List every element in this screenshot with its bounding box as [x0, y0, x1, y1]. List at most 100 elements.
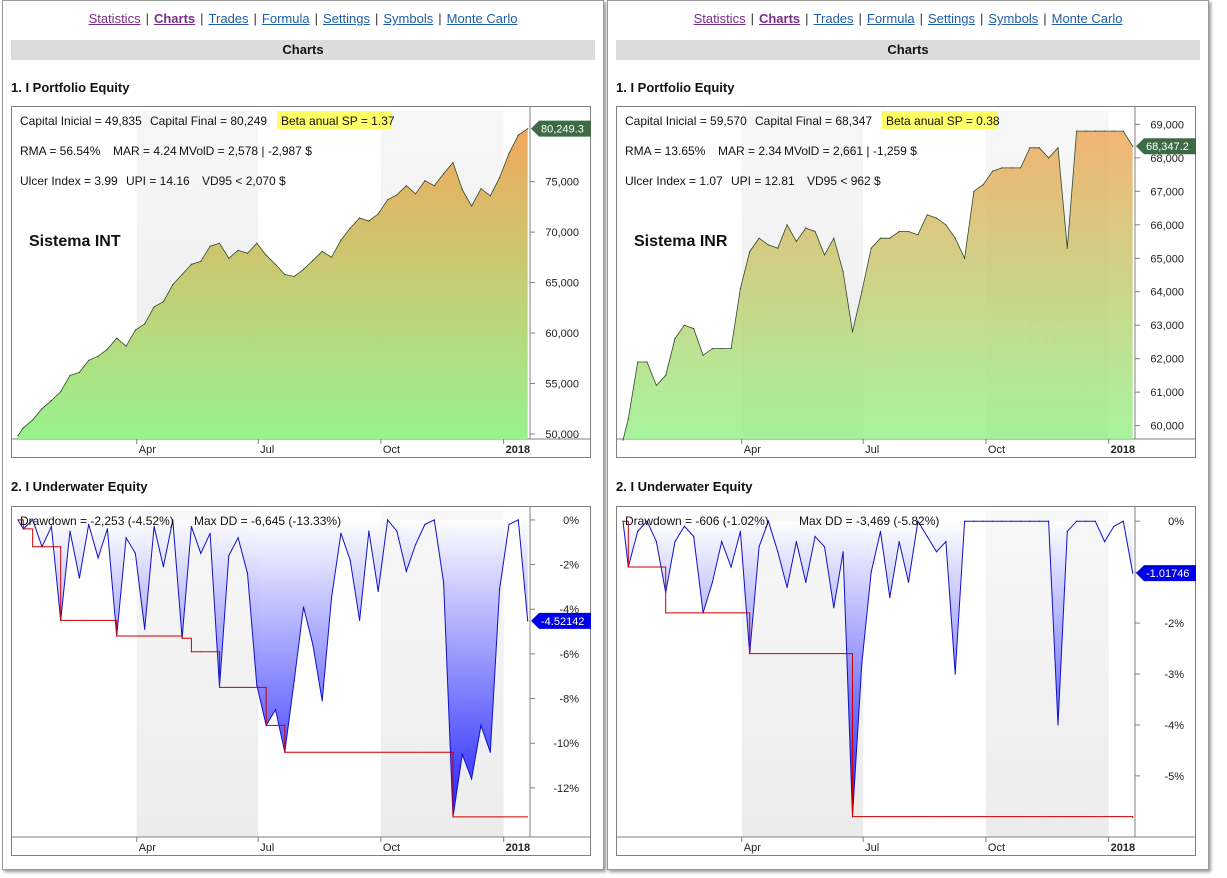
equity-point — [805, 227, 807, 229]
max-dd-point — [41, 546, 43, 548]
underwater-line — [622, 519, 1134, 817]
underwater-point — [153, 526, 155, 528]
equity-point — [172, 284, 174, 286]
max-dd-point — [637, 566, 639, 568]
underwater-point — [674, 541, 676, 543]
x-tick-label: Oct — [988, 842, 1005, 854]
equity-point — [823, 254, 826, 256]
underwater-point — [97, 557, 99, 559]
equity-point — [359, 217, 361, 219]
equity-point — [153, 306, 155, 308]
stat-capital-final: Capital Final = 68,347 — [755, 114, 872, 128]
last-value-marker — [1136, 138, 1196, 155]
beta-highlight — [277, 111, 392, 129]
equity-point — [730, 348, 732, 350]
underwater-point — [125, 537, 127, 539]
nav-settings[interactable]: Settings — [323, 11, 370, 26]
max-dd-point — [172, 635, 174, 637]
stat-beta: Beta anual SP = 0.38 — [886, 114, 1000, 128]
equity-point — [861, 291, 863, 293]
nav-monte-carlo[interactable]: Monte Carlo — [446, 11, 518, 26]
equity-point — [842, 271, 844, 273]
max-dd-point — [340, 751, 342, 753]
underwater-point — [433, 519, 435, 521]
underwater-point — [982, 520, 984, 522]
section-header: Charts — [616, 40, 1200, 60]
equity-points — [622, 130, 1134, 441]
y-tick-label: 60,000 — [1150, 421, 1184, 433]
nav-symbols[interactable]: Symbols — [383, 11, 434, 26]
left-panel: Statistics | Charts | Trades | Formula | Setting… — [2, 0, 604, 870]
equity-point — [1132, 145, 1134, 147]
equity-line — [17, 128, 528, 436]
equity-point — [480, 188, 482, 190]
underwater-point — [32, 519, 34, 521]
equity-section-title: 1. I Portfolio Equity — [616, 80, 735, 95]
max-dd-point — [452, 816, 454, 818]
equity-point — [424, 180, 426, 182]
nav-formula[interactable]: Formula — [261, 11, 310, 26]
max-dd-point — [1029, 816, 1031, 818]
underwater-point — [795, 541, 797, 543]
underwater-point — [693, 535, 695, 538]
nav-charts[interactable]: Charts — [153, 11, 196, 26]
stat-vd95: VD95 < 962 $ — [807, 174, 881, 188]
nav-trades[interactable]: Trades — [208, 11, 249, 26]
underwater-point — [274, 709, 277, 711]
system-label: Sistema INT — [29, 233, 121, 250]
underwater-point — [730, 566, 732, 568]
max-dd-point — [527, 816, 529, 818]
max-dd-point — [655, 566, 657, 568]
y-tick-label: 50,000 — [545, 429, 579, 441]
max-dd-point — [312, 751, 314, 753]
x-tick-label: Jul — [865, 444, 879, 456]
underwater-point — [461, 753, 463, 755]
stat-mvold: MVolD = 2,578 | -2,987 $ — [179, 144, 312, 158]
max-dd-point — [992, 816, 994, 818]
max-dd-point — [303, 751, 304, 753]
nav-statistics[interactable]: Statistics — [693, 11, 746, 26]
max-dd-point — [284, 751, 286, 753]
nav-trades[interactable]: Trades — [813, 11, 854, 26]
underwater-point — [237, 537, 239, 539]
nav-symbols[interactable]: Symbols — [988, 11, 1039, 26]
max-dd-point — [200, 651, 202, 653]
y-tick-label: 75,000 — [545, 177, 579, 189]
max-dd-point — [368, 751, 370, 753]
equity-point — [646, 361, 648, 363]
underwater-point — [377, 590, 379, 592]
equity-point — [683, 324, 685, 326]
equity-point — [218, 242, 221, 244]
equity-point — [274, 263, 277, 265]
equity-point — [433, 185, 435, 187]
nav-formula[interactable]: Formula — [866, 11, 915, 26]
max-dd-point — [480, 816, 482, 818]
equity-point — [265, 254, 267, 256]
max-dd-point — [387, 751, 389, 753]
equity-point — [517, 134, 519, 136]
max-dd-points — [17, 519, 529, 818]
nav-settings[interactable]: Settings — [928, 11, 975, 26]
x-tick-label: Oct — [383, 444, 400, 456]
max-dd-point — [349, 751, 351, 753]
equity-point — [954, 237, 956, 239]
y-tick-label: -2% — [559, 560, 579, 572]
equity-point — [627, 418, 629, 420]
max-dd-point — [471, 816, 473, 818]
max-dd-point — [144, 635, 146, 637]
y-tick-label: 60,000 — [545, 328, 579, 340]
max-dd-point — [153, 635, 155, 637]
underwater-point — [973, 520, 975, 522]
underwater-point — [777, 551, 779, 553]
y-tick-label: -12% — [553, 783, 579, 795]
equity-point — [330, 256, 333, 258]
max-dd-point — [749, 653, 751, 655]
y-tick-label: -6% — [559, 649, 579, 661]
underwater-point — [721, 541, 723, 543]
nav-charts[interactable]: Charts — [758, 11, 801, 26]
underwater-point — [646, 520, 648, 522]
nav-monte-carlo[interactable]: Monte Carlo — [1051, 11, 1123, 26]
underwater-point — [1066, 530, 1068, 532]
nav-statistics[interactable]: Statistics — [88, 11, 141, 26]
underwater-point — [945, 541, 947, 543]
